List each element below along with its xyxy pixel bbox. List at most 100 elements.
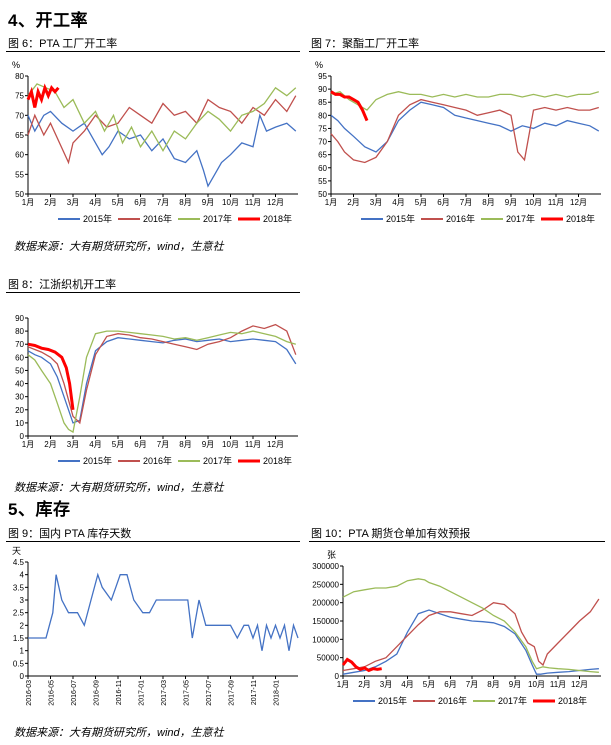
y-tick-label: 60	[15, 353, 24, 362]
y-tick-label: 55	[318, 177, 327, 186]
y-tick-label: 200000	[312, 599, 339, 608]
x-tick-label: 11月	[245, 198, 261, 207]
x-tick-label: 4月	[401, 680, 413, 689]
x-tick-label: 1月	[337, 680, 349, 689]
y-tick-label: 4.5	[13, 558, 25, 567]
legend-label: 2017年	[203, 213, 232, 224]
x-tick-label: 10月	[222, 198, 239, 207]
x-tick-label: 10月	[222, 440, 239, 449]
caption-fig8: 图 8：江浙织机开工率	[6, 278, 300, 293]
legend-label: 2015年	[83, 213, 112, 224]
data-source-note: 数据来源：大有期货研究所，wind，生意社	[14, 482, 224, 494]
series-line-2017年	[27, 83, 297, 153]
x-tick-label: 1月	[325, 198, 337, 207]
y-tick-label: 60	[318, 164, 327, 173]
y-tick-label: 0	[335, 672, 340, 681]
section-title-operating-rate: 4、开工率	[8, 11, 88, 30]
y-tick-label: 50	[15, 366, 24, 375]
x-tick-label: 5月	[112, 198, 124, 207]
y-unit-label: %	[12, 60, 20, 70]
x-tick-label: 2018-01	[274, 680, 281, 706]
x-tick-label: 12月	[267, 440, 284, 449]
caption-fig9: 图 9：国内 PTA 库存天数	[6, 527, 300, 542]
y-tick-label: 2	[20, 621, 25, 630]
x-tick-label: 8月	[482, 198, 494, 207]
x-tick-label: 4月	[89, 198, 101, 207]
x-tick-label: 9月	[202, 198, 214, 207]
x-tick-label: 4月	[89, 440, 101, 449]
y-tick-label: 50	[15, 190, 24, 199]
y-tick-label: 4	[20, 571, 25, 580]
x-tick-label: 2017-09	[229, 680, 236, 706]
x-tick-label: 12月	[570, 198, 587, 207]
x-tick-label: 2017-05	[184, 680, 191, 706]
x-tick-label: 1月	[22, 440, 34, 449]
legend-label: 2016年	[446, 213, 475, 224]
y-tick-label: 85	[318, 98, 327, 107]
x-tick-label: 2017-07	[206, 680, 213, 706]
x-tick-label: 5月	[112, 440, 124, 449]
legend-label: 2015年	[386, 213, 415, 224]
x-tick-label: 3月	[67, 198, 79, 207]
y-tick-label: 100000	[312, 635, 339, 644]
y-tick-label: 150000	[312, 617, 339, 626]
data-source-note: 数据来源：大有期货研究所，wind，生意社	[14, 241, 224, 253]
y-tick-label: 90	[318, 85, 327, 94]
y-tick-label: 75	[15, 92, 24, 101]
x-tick-label: 5月	[415, 198, 427, 207]
x-tick-label: 12月	[267, 198, 284, 207]
data-source-note: 数据来源：大有期货研究所，wind，生意社	[14, 727, 224, 739]
legend-label: 2016年	[143, 455, 172, 466]
legend-label: 2018年	[263, 213, 292, 224]
series-line-2016年	[342, 598, 600, 672]
x-tick-label: 11月	[548, 198, 564, 207]
y-tick-label: 0.5	[13, 659, 25, 668]
y-tick-label: 70	[15, 340, 24, 349]
y-tick-label: 50000	[317, 654, 340, 663]
y-tick-label: 3	[20, 596, 25, 605]
x-tick-label: 7月	[466, 680, 478, 689]
series-line-2016年	[27, 323, 297, 425]
y-tick-label: 80	[15, 72, 24, 81]
y-tick-label: 0	[20, 672, 25, 681]
series-line-2018年	[27, 342, 75, 410]
y-tick-label: 1	[20, 647, 25, 656]
y-tick-label: 75	[318, 124, 327, 133]
x-tick-label: 12月	[571, 680, 588, 689]
x-tick-label: 10月	[525, 198, 542, 207]
y-tick-label: 95	[318, 72, 327, 81]
y-tick-label: 10	[15, 419, 24, 428]
series-line-2015年	[27, 110, 297, 188]
legend-label: 2018年	[558, 695, 587, 706]
x-tick-label: 4月	[392, 198, 404, 207]
chart-polyester-operating-rate: % 50 55 60 65 70 75 80 85 90 95 1月 2月 3月 4月 5月 6月 7月 8月 9月 1…	[315, 60, 601, 224]
series-line-2018年	[26, 83, 60, 108]
section-title-inventory: 5、库存	[8, 500, 71, 519]
series-line-2015年	[330, 101, 600, 153]
y-tick-label: 250000	[312, 580, 339, 589]
y-tick-label: 65	[318, 151, 327, 160]
caption-fig6: 图 6：PTA 工厂开工率	[6, 37, 300, 52]
x-tick-label: 3月	[67, 440, 79, 449]
y-tick-label: 0	[20, 432, 25, 441]
y-tick-label: 300000	[312, 562, 339, 571]
legend-label: 2015年	[83, 455, 112, 466]
series-line-2016年	[330, 98, 599, 164]
x-tick-label: 11月	[245, 440, 261, 449]
series-line-inventory-days	[28, 572, 299, 651]
x-tick-label: 9月	[509, 680, 521, 689]
y-tick-label: 30	[15, 393, 24, 402]
x-tick-label: 2月	[347, 198, 359, 207]
y-tick-label: 1.5	[13, 634, 25, 643]
series-line-2017年	[27, 330, 296, 434]
x-tick-label: 8月	[487, 680, 499, 689]
y-unit-label: %	[315, 60, 323, 70]
y-tick-label: 70	[15, 111, 24, 120]
y-tick-label: 90	[15, 314, 24, 323]
x-tick-label: 7月	[157, 198, 169, 207]
series-line-2016年	[27, 95, 297, 165]
x-tick-label: 2016-07	[71, 680, 78, 706]
series-line-2017年	[342, 578, 599, 673]
x-tick-label: 2月	[358, 680, 370, 689]
x-tick-label: 11月	[550, 680, 566, 689]
